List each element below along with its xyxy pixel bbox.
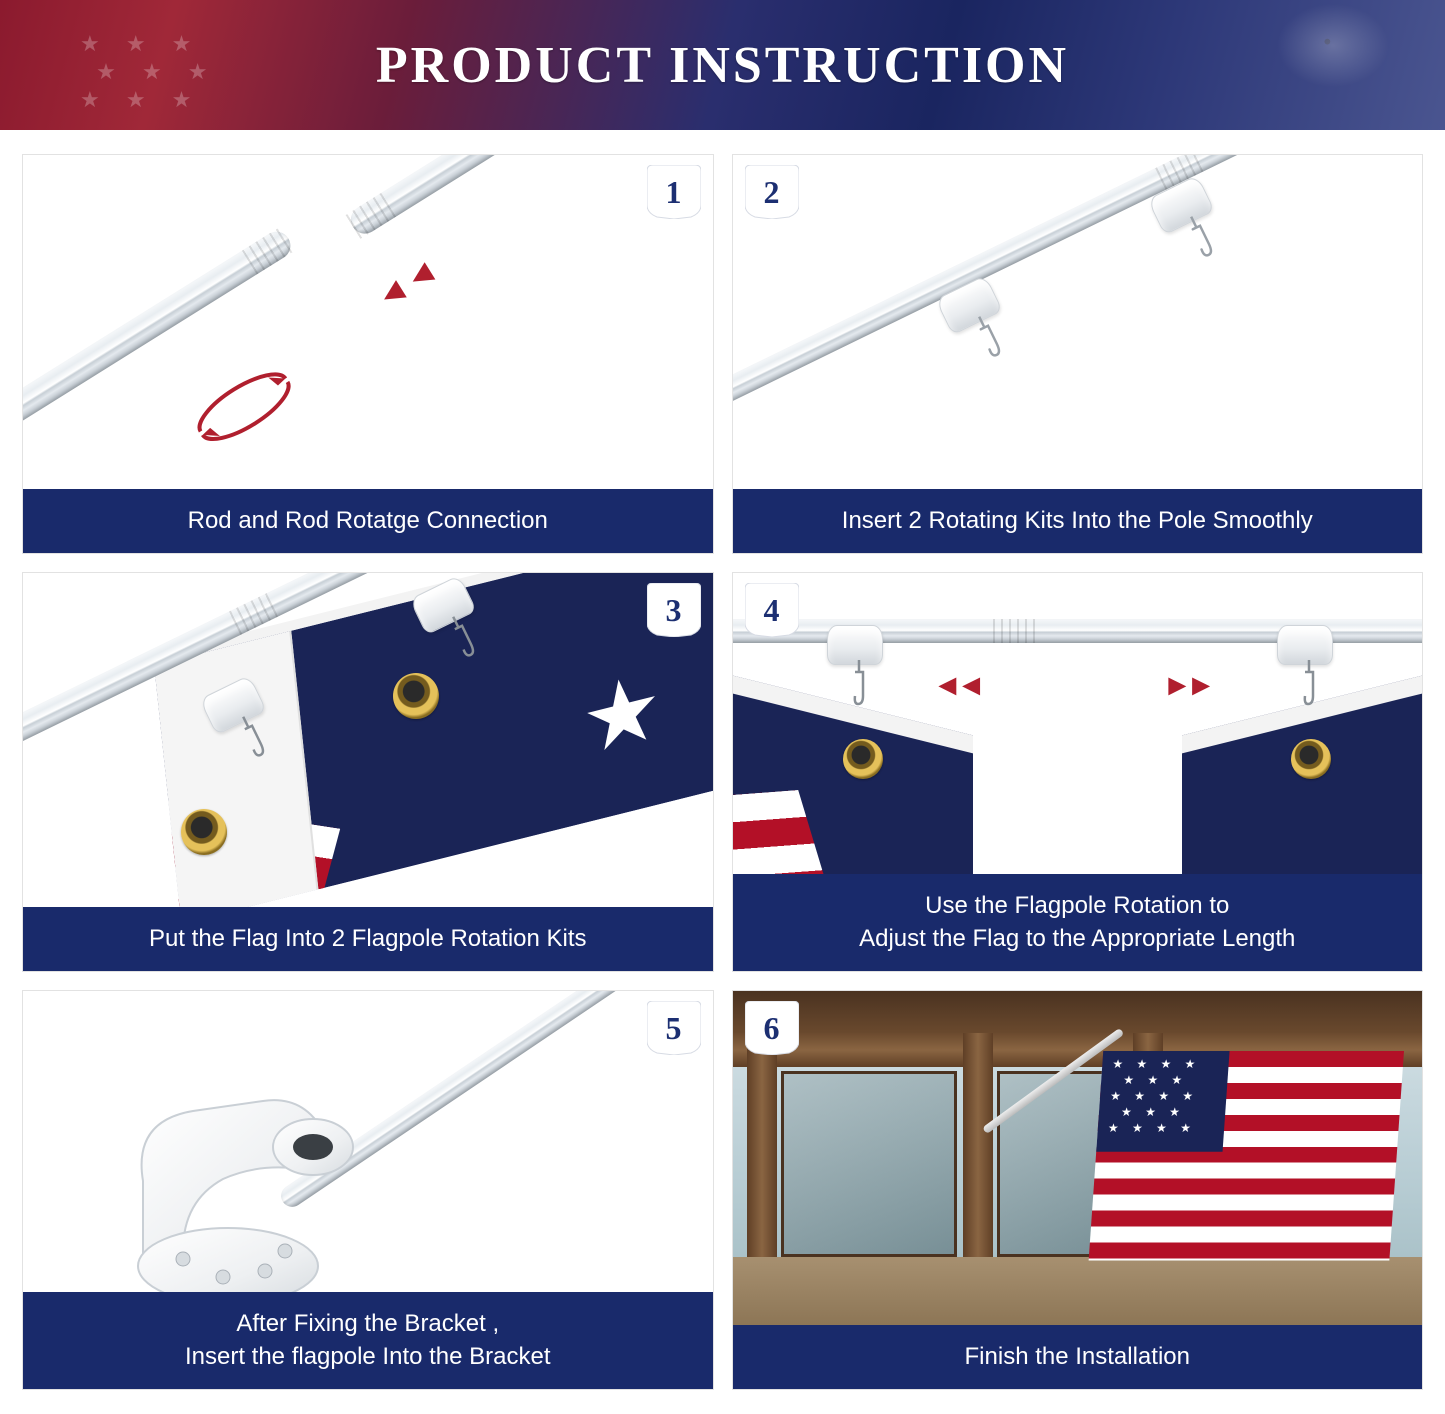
pole xyxy=(732,154,1424,418)
step-number: 3 xyxy=(666,592,682,629)
flag-star-icon: ★ xyxy=(577,652,667,776)
grommet-icon xyxy=(393,673,439,719)
step-caption: Use the Flagpole Rotation to Adjust the … xyxy=(733,874,1423,971)
pole-ridges-icon xyxy=(346,191,400,239)
step-6-illustration: ★★★★ ★★★ ★★★★ ★★★ ★★★★ xyxy=(733,991,1423,1327)
roof-beam-icon xyxy=(733,991,1423,1035)
step-card-1: ◄◄ 1 Rod and Rod Rotatge Connection xyxy=(22,154,714,554)
step-card-6: ★★★★ ★★★ ★★★★ ★★★ ★★★★ 6 Finish the Inst… xyxy=(732,990,1424,1390)
header-eagle-decoration xyxy=(1165,0,1445,130)
window-icon xyxy=(781,1071,957,1257)
flag-canton: ★★★★ ★★★ ★★★★ ★★★ ★★★★ xyxy=(1096,1051,1229,1152)
mounted-flag-icon: ★★★★ ★★★ ★★★★ ★★★ ★★★★ xyxy=(1089,1051,1404,1260)
grommet-icon xyxy=(1291,739,1331,779)
step-number: 6 xyxy=(764,1010,780,1047)
grommet-icon xyxy=(843,739,883,779)
step-badge: 5 xyxy=(647,1001,701,1055)
step-badge: 3 xyxy=(647,583,701,637)
step-caption: After Fixing the Bracket , Insert the fl… xyxy=(23,1292,713,1389)
step-card-2: 2 Insert 2 Rotating Kits Into the Pole S… xyxy=(732,154,1424,554)
insert-arrow-icon: ◄◄ xyxy=(368,250,446,319)
clip-hook-icon xyxy=(852,660,866,706)
step-caption: Finish the Installation xyxy=(733,1325,1423,1389)
pole-ridges-icon xyxy=(242,226,296,274)
header-banner: ★ ★ ★ ★ ★ ★★ ★ ★ PRODUCT INSTRUCTION xyxy=(0,0,1445,130)
steps-grid: ◄◄ 1 Rod and Rod Rotatge Connection xyxy=(0,130,1445,1414)
flag-header-strip xyxy=(154,631,318,924)
clip-hook-icon xyxy=(1184,214,1217,261)
step-card-4: ◄◄ ►► 4 Use the Flagpole Rotation to Adj… xyxy=(732,572,1424,972)
header-stars-decoration: ★ ★ ★ ★ ★ ★★ ★ ★ xyxy=(80,30,218,114)
arrow-left-icon: ◄◄ xyxy=(933,669,980,703)
step-card-3: ★ 3 Put the Flag Into 2 Flagpole Rotatio… xyxy=(22,572,714,972)
wall-bracket-icon xyxy=(113,1061,433,1321)
step-number: 1 xyxy=(666,174,682,211)
step-number: 5 xyxy=(666,1010,682,1047)
header-title: PRODUCT INSTRUCTION xyxy=(376,36,1069,95)
arrow-right-icon: ►► xyxy=(1163,669,1210,703)
step-badge: 4 xyxy=(745,583,799,637)
porch-floor-icon xyxy=(733,1257,1423,1327)
step-badge: 1 xyxy=(647,165,701,219)
step-badge: 6 xyxy=(745,1001,799,1055)
step-caption: Rod and Rod Rotatge Connection xyxy=(23,489,713,553)
step-caption: Put the Flag Into 2 Flagpole Rotation Ki… xyxy=(23,907,713,971)
step-number: 4 xyxy=(764,592,780,629)
step-caption: Insert 2 Rotating Kits Into the Pole Smo… xyxy=(733,489,1423,553)
clip-hook-icon xyxy=(1302,660,1316,706)
step-card-5: 5 After Fixing the Bracket , Insert the … xyxy=(22,990,714,1390)
rotating-ring-icon xyxy=(1277,625,1333,665)
rotate-arrow-icon xyxy=(176,348,310,462)
grommet-icon xyxy=(181,809,227,855)
step-badge: 2 xyxy=(745,165,799,219)
rotating-ring-icon xyxy=(827,625,883,665)
clip-hook-icon xyxy=(972,314,1005,361)
step-number: 2 xyxy=(764,174,780,211)
pole-ridges-icon xyxy=(993,619,1039,643)
